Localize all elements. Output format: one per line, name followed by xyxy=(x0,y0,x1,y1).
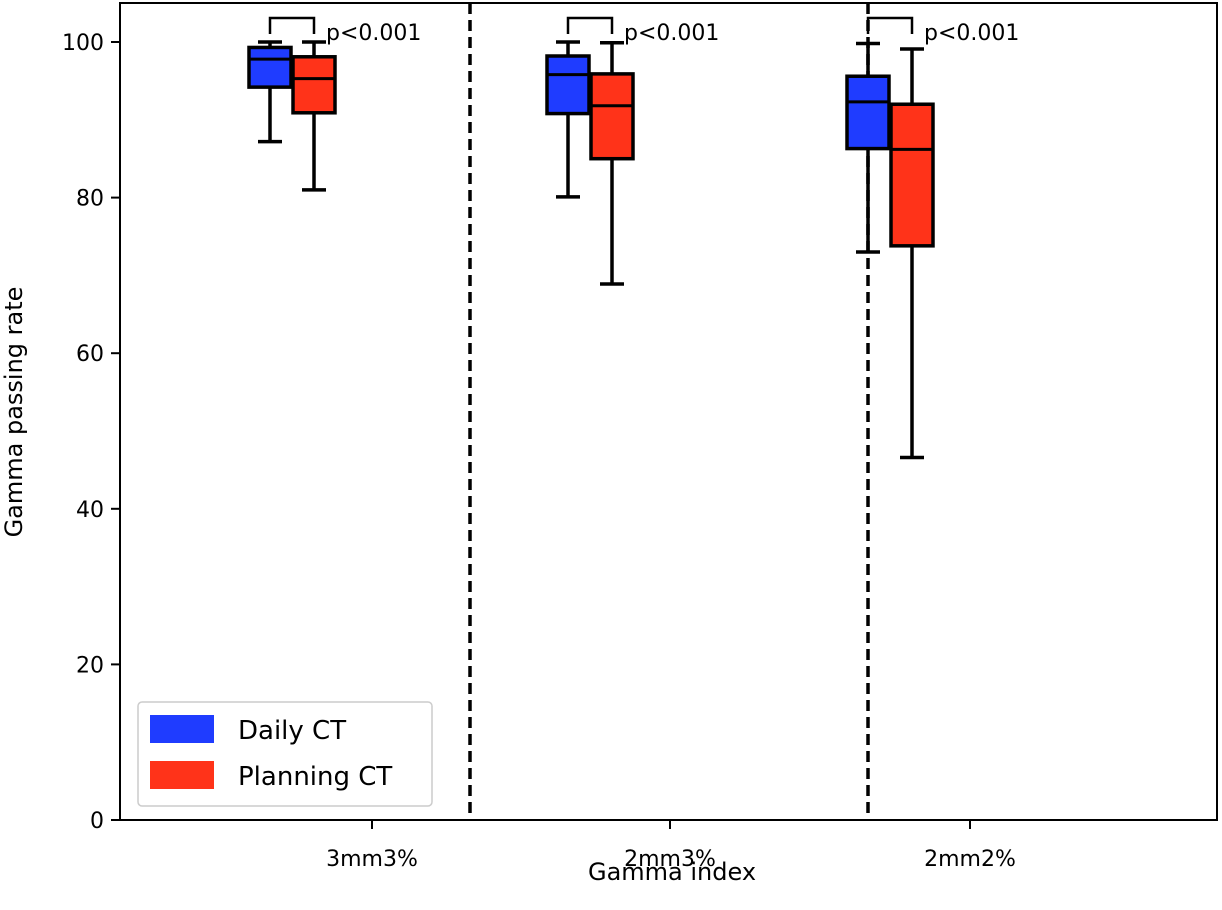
x-tick-label-2: 2mm3% xyxy=(624,847,716,872)
box-daily-ct-1 xyxy=(247,40,293,144)
p-value-annotation-2: p<0.001 xyxy=(624,21,719,46)
y-tick-label-80: 80 xyxy=(76,187,104,212)
legend-swatch-planning-ct xyxy=(150,761,214,789)
box-series-group xyxy=(247,40,935,460)
legend[interactable]: Daily CT Planning CT xyxy=(137,701,433,807)
y-tick-label-60: 60 xyxy=(76,342,104,367)
significance-bracket-2 xyxy=(566,16,614,34)
significance-bracket-1 xyxy=(268,16,316,34)
x-tick-label-3: 2mm2% xyxy=(924,847,1016,872)
y-tick-label-40: 40 xyxy=(76,498,104,523)
box-iqr xyxy=(845,74,891,151)
x-tick-label-1: 3mm3% xyxy=(326,847,418,872)
y-axis: 0 20 40 60 80 100 xyxy=(62,31,120,834)
box-iqr xyxy=(545,54,591,116)
box-daily-ct-3 xyxy=(845,41,891,254)
box-planning-ct-2 xyxy=(589,41,635,286)
legend-swatch-daily-ct xyxy=(150,715,214,743)
x-axis-label: Gamma index xyxy=(588,858,756,886)
y-axis-label: Gamma passing rate xyxy=(0,287,28,538)
group-separators xyxy=(468,3,870,820)
box-iqr xyxy=(291,55,337,115)
significance-bracket-3 xyxy=(866,16,914,34)
p-value-annotation-3: p<0.001 xyxy=(924,21,1019,46)
box-iqr xyxy=(589,72,635,161)
plot-frame xyxy=(119,2,1218,821)
box-daily-ct-2 xyxy=(545,40,591,199)
box-iqr xyxy=(889,102,935,248)
y-tick-label-20: 20 xyxy=(76,653,104,678)
y-tick-label-0: 0 xyxy=(90,809,104,834)
legend-label-planning-ct: Planning CT xyxy=(238,762,392,792)
p-value-annotation-1: p<0.001 xyxy=(326,21,421,46)
y-tick-label-100: 100 xyxy=(62,31,104,56)
x-axis: 3mm3% 2mm3% 2mm2% xyxy=(326,820,1016,872)
box-planning-ct-3 xyxy=(889,47,935,460)
legend-label-daily-ct: Daily CT xyxy=(238,716,346,746)
significance-brackets: p<0.001 p<0.001 p<0.001 xyxy=(268,16,1019,46)
box-iqr xyxy=(247,45,293,89)
box-planning-ct-1 xyxy=(291,40,337,192)
